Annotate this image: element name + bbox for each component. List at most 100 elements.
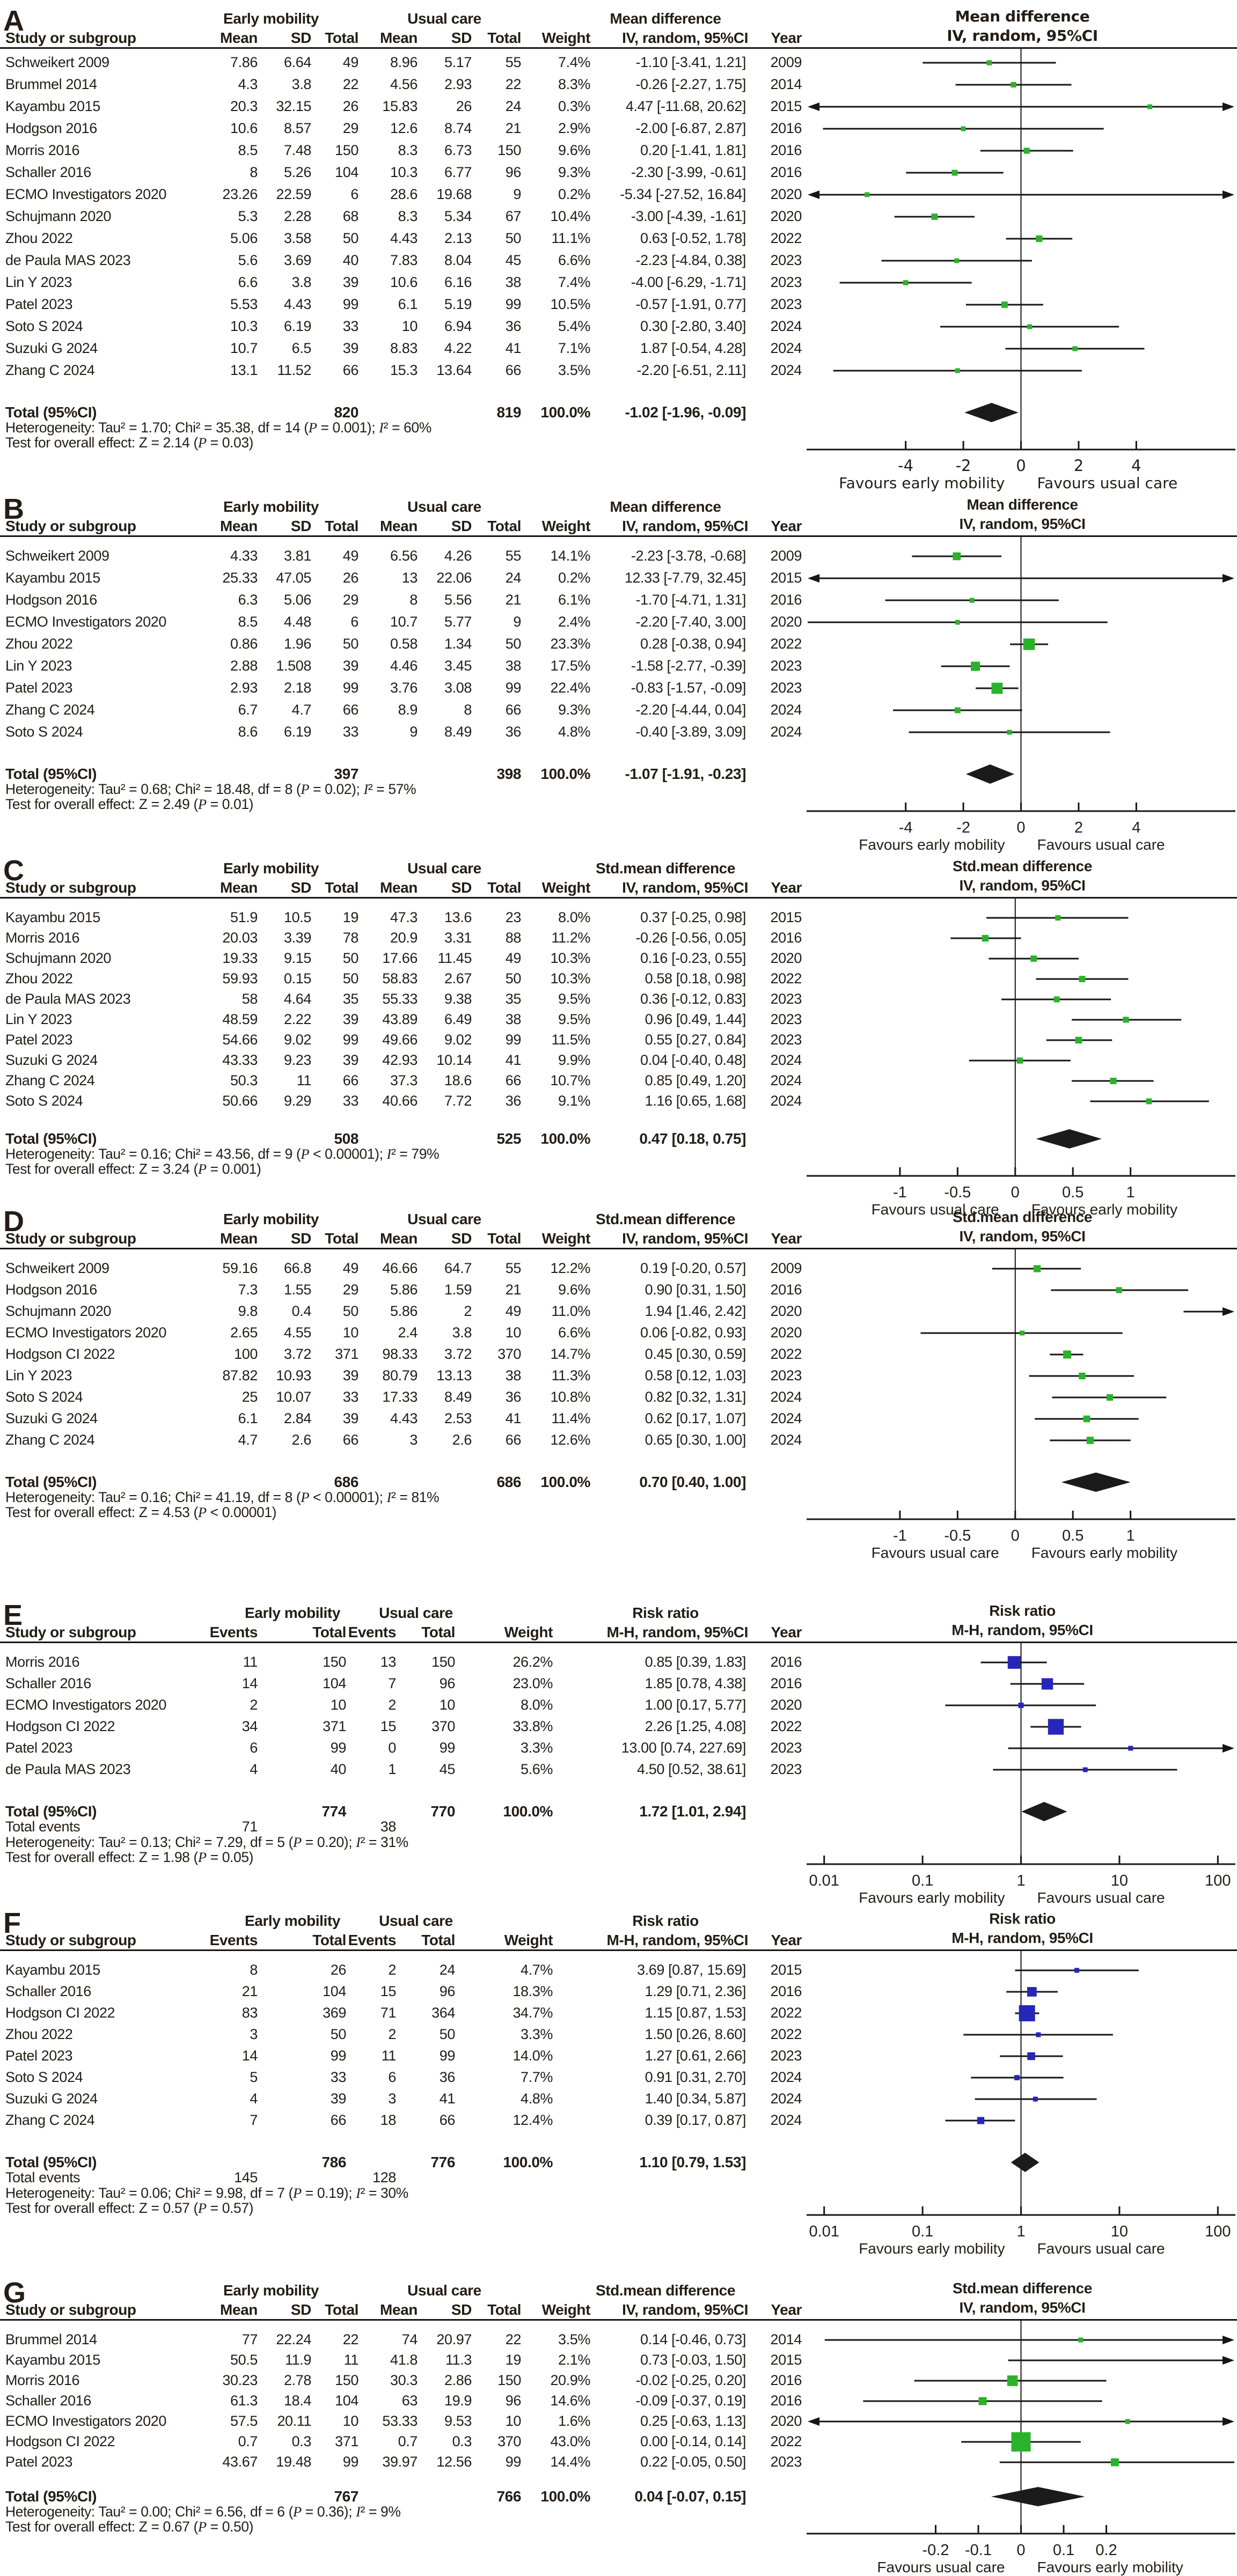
cell-value: 55.33 — [382, 991, 418, 1007]
cell-value: 36 — [505, 318, 522, 334]
total-n1: 397 — [334, 766, 358, 782]
header-underline — [0, 2319, 1237, 2321]
effect-marker — [1018, 1703, 1024, 1708]
pooled-diamond — [1021, 1802, 1067, 1821]
study-name: Soto S 2024 — [5, 1389, 83, 1405]
cell-value: 45 — [505, 252, 522, 268]
tick-label: 1 — [1016, 1872, 1025, 1889]
ci-cell: -0.83 [-1.57, -0.09] — [631, 680, 746, 696]
panel-E: E Early mobility Usual care Risk ratio Risk … — [0, 1599, 1237, 1909]
total-ci: -1.07 [-1.91, -0.23] — [625, 766, 746, 782]
year-cell: 2016 — [770, 164, 802, 180]
effect-marker — [1033, 2096, 1038, 2102]
cell-value: 4.46 — [390, 658, 418, 674]
cell-value: 10.5 — [284, 909, 311, 925]
cell-value: 49 — [505, 950, 522, 966]
cell-value: 10.7 — [390, 614, 418, 630]
col-header-year: Year — [771, 1230, 802, 1247]
favours-right-label: Favours usual care — [1037, 474, 1178, 492]
cell-value: 38 — [505, 274, 522, 290]
ci-cell: 12.33 [-7.79, 32.45] — [624, 570, 746, 586]
col-header-method: IV, random, 95%CI — [622, 1230, 748, 1247]
cell-value: 24 — [505, 98, 522, 114]
cell-value: 48.59 — [222, 1011, 258, 1027]
cell-value: 7.3 — [238, 1282, 258, 1298]
ci-cell: -2.23 [-4.84, 0.38] — [635, 252, 746, 268]
ci-cell: 4.47 [-11.68, 20.62] — [625, 98, 746, 114]
weight-cell: 9.5% — [558, 1011, 590, 1027]
cell-value: 10.6 — [230, 120, 258, 136]
cell-value: 47.3 — [390, 909, 418, 925]
total-weight: 100.0% — [540, 1130, 590, 1147]
effect-header: Std.mean difference — [595, 1211, 736, 1227]
study-name: Patel 2023 — [5, 296, 73, 312]
cell-value: 3.45 — [444, 658, 472, 674]
cell-value: 47.05 — [276, 570, 311, 586]
ci-cell: -2.20 [-7.40, 3.00] — [635, 614, 746, 630]
cell-value: 32.15 — [276, 98, 311, 114]
cell-value: 1.59 — [444, 1282, 472, 1298]
cell-value: 9.15 — [284, 950, 311, 966]
cell-value: 5.06 — [230, 230, 258, 246]
year-cell: 2024 — [770, 1093, 802, 1109]
ci-cell: -0.57 [-1.91, 0.77] — [635, 296, 746, 312]
cell-value: 5.19 — [444, 296, 472, 312]
cell-value: 39 — [342, 274, 359, 290]
cell-value: 99 — [505, 680, 522, 696]
tick-label: -0.5 — [944, 1527, 971, 1544]
weight-cell: 4.8% — [558, 724, 590, 740]
ci-cell: -5.34 [-27.52, 16.84] — [620, 186, 746, 202]
cell-value: 6.19 — [284, 724, 311, 740]
cell-value: 3.39 — [284, 930, 311, 946]
cell-value: 4.3 — [238, 76, 258, 92]
cell-value: 2 — [464, 1303, 472, 1319]
ci-cell: 1.87 [-0.54, 4.28] — [640, 340, 746, 356]
effect-marker — [1063, 1350, 1071, 1359]
cell-value: 13.13 — [436, 1367, 472, 1383]
header-underline — [0, 1949, 1237, 1951]
weight-cell: 17.5% — [550, 658, 590, 674]
effect-marker — [961, 126, 966, 131]
tick-label: 0 — [1011, 1184, 1020, 1201]
cell-value: 9.38 — [444, 991, 472, 1007]
cell-value: 8.49 — [444, 724, 472, 740]
cell-value: 38 — [505, 1011, 522, 1027]
cell-value: 49 — [342, 548, 359, 564]
cell-value: 50.3 — [230, 1072, 258, 1088]
pooled-diamond — [965, 764, 1015, 784]
study-name: ECMO Investigators 2020 — [5, 1324, 166, 1341]
cell-value: 19.68 — [436, 186, 472, 202]
effect-marker — [1074, 1968, 1080, 1973]
effect-marker — [1082, 1767, 1088, 1772]
col-header-mean-2: Mean — [380, 1230, 418, 1247]
tick-label: 4 — [1132, 819, 1140, 836]
weight-cell: 6.6% — [558, 252, 590, 268]
ci-right-arrow-icon — [1223, 2417, 1234, 2426]
ci-cell: -1.58 [-2.77, -0.39] — [631, 658, 746, 674]
favours-left-label: Favours early mobility — [839, 474, 1005, 492]
cell-value: 67 — [505, 208, 522, 224]
cell-value: 22 — [342, 76, 359, 92]
cell-value: 3.58 — [284, 230, 311, 246]
weight-cell: 14.1% — [550, 548, 590, 564]
study-name: Zhang C 2024 — [5, 1072, 95, 1088]
favours-left-label: Favours early mobility — [859, 1889, 1005, 1906]
plot-method-header: IV, random, 95%CI — [959, 877, 1086, 894]
cell-value: 96 — [505, 164, 522, 180]
effect-marker — [955, 620, 960, 625]
weight-cell: 9.3% — [558, 702, 590, 718]
cell-value: 66 — [342, 362, 359, 378]
cell-value: 8 — [409, 592, 418, 608]
study-name: Schweikert 2009 — [5, 1260, 109, 1276]
plot-effect-header: Std.mean difference — [952, 1209, 1093, 1225]
col-header-sd-1: SD — [290, 1230, 312, 1247]
year-cell: 2015 — [770, 98, 802, 114]
cell-value: 10.14 — [436, 1052, 472, 1068]
effect-marker — [1079, 1372, 1086, 1380]
tick-label: -4 — [899, 819, 913, 836]
favours-right-label: Favours usual care — [1037, 1889, 1165, 1906]
cell-value: 22.06 — [436, 570, 472, 586]
cell-value: 6.49 — [444, 1011, 472, 1027]
col-header-mean-2: Mean — [380, 30, 418, 46]
cell-value: 51.9 — [230, 909, 258, 925]
